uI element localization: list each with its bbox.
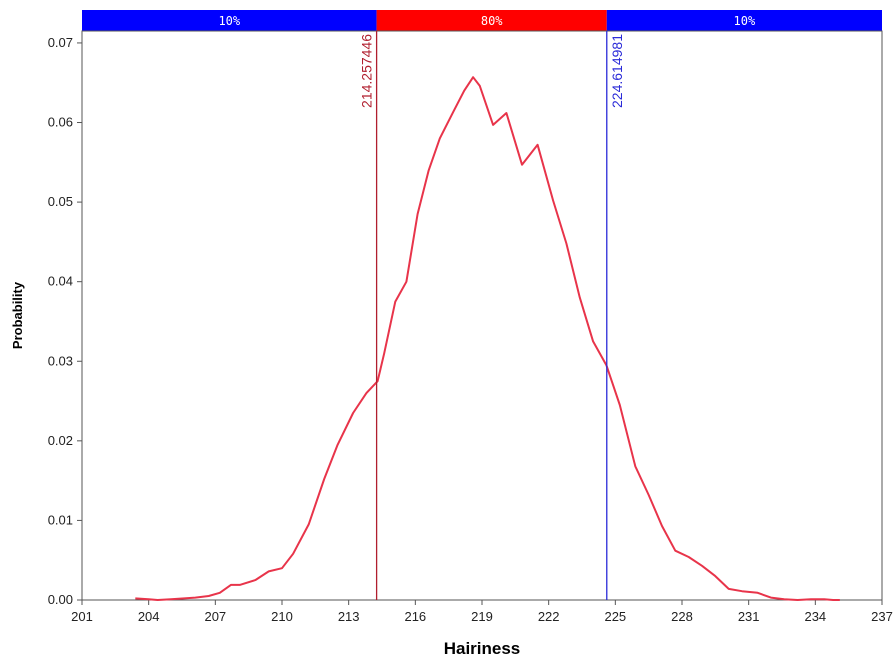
band-label-2: 80% (481, 14, 503, 28)
x-tick-label: 231 (738, 609, 760, 624)
x-tick-label: 237 (871, 609, 893, 624)
y-tick-label: 0.04 (48, 274, 73, 289)
y-axis: 0.00 0.01 0.02 0.03 0.04 0.05 0.06 0.07 (48, 35, 82, 607)
x-tick-label: 234 (804, 609, 826, 624)
band-label-3: 10% (734, 14, 756, 28)
y-axis-title: Probability (10, 281, 25, 349)
band-3 (606, 10, 882, 31)
y-tick-label: 0.01 (48, 512, 73, 527)
marker-label-2: 224.614981 (609, 34, 625, 108)
y-tick-label: 0.03 (48, 353, 73, 368)
marker-label-1: 214.257446 (359, 34, 375, 108)
x-axis: 201 204 207 210 213 216 219 222 225 228 231 234 237 (71, 600, 893, 624)
band-2 (376, 10, 607, 31)
x-tick-label: 204 (138, 609, 160, 624)
x-tick-label: 219 (471, 609, 493, 624)
y-tick-label: 0.00 (48, 592, 73, 607)
x-tick-label: 201 (71, 609, 93, 624)
series-line-1 (135, 76, 840, 601)
x-tick-label: 228 (671, 609, 693, 624)
x-tick-label: 222 (538, 609, 560, 624)
x-tick-label: 213 (338, 609, 360, 624)
x-tick-label: 216 (404, 609, 426, 624)
y-tick-label: 0.05 (48, 194, 73, 209)
series-layer (135, 76, 840, 601)
band-label-1: 10% (218, 14, 240, 28)
y-tick-label: 0.06 (48, 115, 73, 130)
y-tick-label: 0.07 (48, 35, 73, 50)
marker-lines: 214.257446 224.614981 (359, 31, 625, 600)
band-1 (82, 10, 377, 31)
x-tick-label: 207 (204, 609, 226, 624)
x-axis-title: Hairiness (444, 639, 521, 658)
plot-area (81, 30, 883, 601)
x-tick-label: 210 (271, 609, 293, 624)
y-tick-label: 0.02 (48, 433, 73, 448)
percentile-bands: 10% 80% 10% (82, 10, 882, 31)
x-tick-label: 225 (604, 609, 626, 624)
